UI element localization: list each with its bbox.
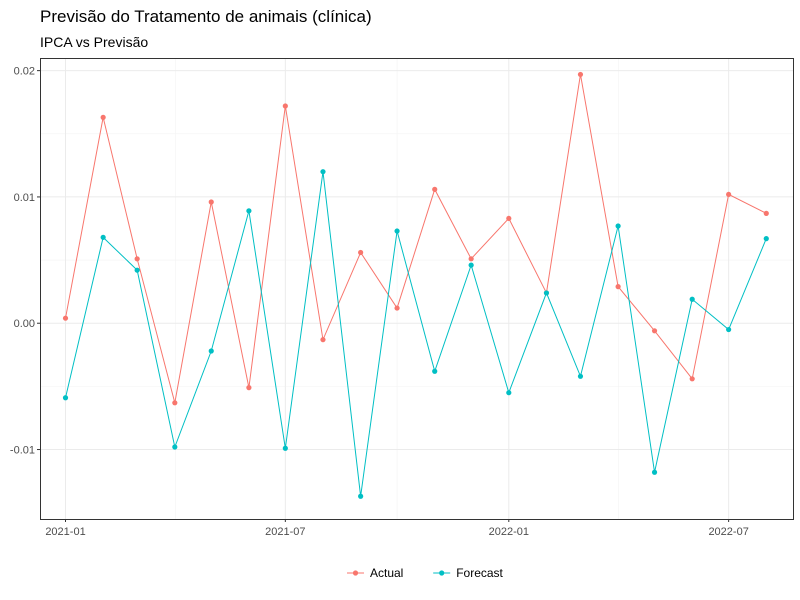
data-point-actual [62, 315, 69, 321]
chart-subtitle: IPCA vs Previsão [40, 34, 148, 50]
data-point-forecast [615, 223, 621, 229]
data-point-forecast [62, 395, 69, 401]
series-forecast [62, 169, 769, 499]
grid [40, 58, 793, 519]
data-point-actual [100, 114, 106, 120]
data-point-actual [432, 186, 438, 192]
data-point-actual [506, 215, 512, 222]
data-point-forecast [394, 228, 400, 234]
data-point-forecast [134, 267, 140, 273]
chart-title: Previsão do Tratamento de animais (clíni… [40, 7, 372, 26]
data-point-actual [320, 337, 326, 343]
x-tick-label: 2022-07 [708, 526, 748, 538]
legend-marker-forecast [439, 570, 445, 576]
x-tick-label: 2021-07 [265, 526, 305, 538]
data-point-actual [689, 376, 695, 382]
data-point-actual [394, 305, 400, 311]
x-tick-label: 2022-01 [489, 526, 529, 538]
data-point-actual [577, 71, 584, 78]
data-point-forecast [100, 234, 106, 240]
x-tick-label: 2021-01 [45, 526, 85, 538]
series-line-actual [65, 74, 767, 403]
data-point-actual [208, 199, 214, 205]
legend-label-actual: Actual [370, 566, 403, 580]
series-actual [62, 71, 769, 406]
data-point-actual [358, 249, 364, 256]
legend-label-forecast: Forecast [456, 566, 503, 580]
data-point-actual [615, 284, 621, 290]
data-point-actual [763, 210, 769, 216]
data-point-actual [726, 191, 732, 198]
data-point-forecast [358, 493, 364, 499]
data-point-forecast [320, 169, 326, 175]
data-point-actual [468, 256, 474, 262]
series-layer [62, 71, 769, 499]
data-point-actual [246, 385, 252, 391]
data-point-forecast [651, 469, 658, 475]
legend-key-actual [347, 570, 364, 576]
data-point-forecast [726, 326, 732, 333]
series-line-forecast [65, 171, 767, 497]
y-tick-label: 0.00 [14, 318, 35, 330]
plot-panel [40, 58, 794, 520]
legend: Actual Forecast [347, 566, 504, 580]
data-point-actual [282, 103, 288, 109]
data-point-forecast [172, 444, 178, 450]
axes: -0.01 0.00 0.01 0.02 2021-01 2021-07 2022-01 20… [10, 66, 749, 538]
data-point-forecast [208, 348, 214, 354]
data-point-forecast [577, 373, 584, 379]
data-point-forecast [468, 262, 474, 268]
data-point-forecast [506, 390, 512, 396]
data-point-forecast [432, 368, 438, 374]
legend-key-forecast [433, 570, 451, 576]
y-tick-label: 0.02 [14, 66, 35, 78]
legend-marker-actual [352, 570, 359, 576]
data-point-forecast [689, 296, 695, 302]
data-point-forecast [282, 445, 288, 451]
data-point-actual [651, 328, 658, 334]
data-point-actual [134, 256, 140, 262]
y-tick-label: 0.01 [14, 192, 35, 204]
data-point-forecast [543, 290, 550, 296]
data-point-forecast [763, 236, 769, 242]
y-tick-label: -0.01 [10, 445, 35, 457]
data-point-forecast [246, 208, 252, 214]
data-point-actual [172, 400, 178, 406]
